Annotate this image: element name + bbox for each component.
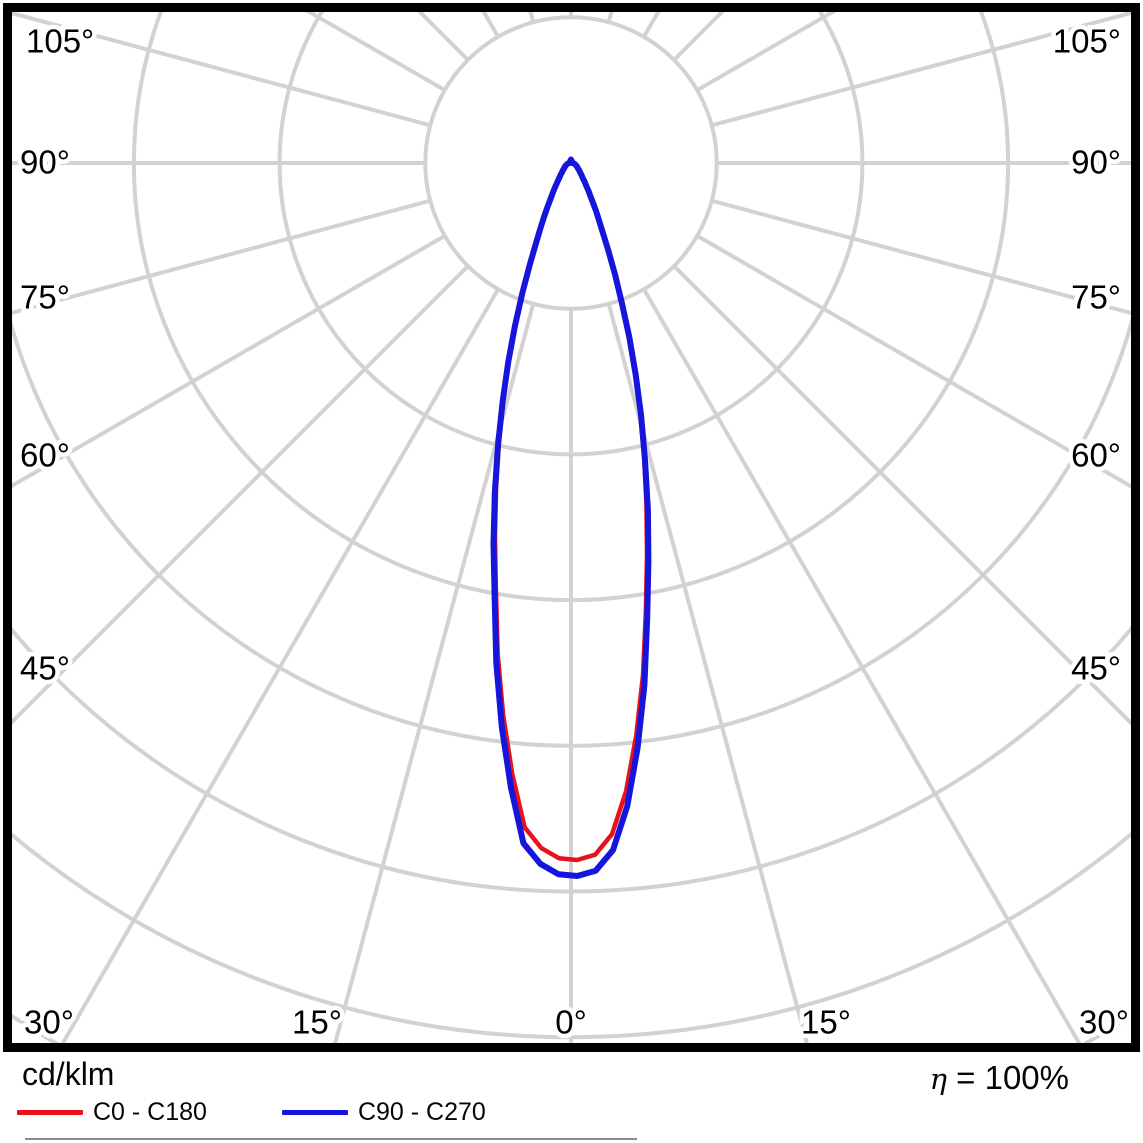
legend-label-c0-c180: C0 - C180 [93,1098,207,1126]
grid-spoke [711,198,1131,316]
angle-label-left: 45° [20,650,70,687]
grid-spoke [12,12,431,128]
legend-underline [25,1138,637,1140]
curve-c90-c270 [490,156,652,879]
angle-label-right: 60° [1071,437,1121,474]
grid-spoke [642,288,1082,1043]
c0-c180-line-swatch [17,1110,83,1115]
angle-label-right: 105° [1053,23,1121,60]
units-label: cd/klm [22,1056,115,1092]
angle-labels: 105° 90° 75° 60° 45° 105° 90° 75° 60° 45° 30° 15° 0°… [16,18,1134,1045]
angle-label-left: 105° [26,23,94,60]
grid-spoke [12,234,446,489]
angle-label-bottom: 30° [1079,1004,1129,1041]
angle-label-bottom: 30° [24,1004,74,1041]
grid-spoke [60,288,500,1043]
curves [490,156,652,879]
grid-spoke [333,303,536,1043]
grid-spoke [12,264,470,725]
legend-label-c90-c270: C90 - C270 [357,1098,486,1126]
eta-equals: = [956,1059,976,1096]
efficiency-readout: η = 100% [930,1060,1069,1097]
angle-label-bottom: 15° [801,1004,851,1041]
angle-label-left: 90° [20,144,70,181]
eta-value: 100% [984,1059,1069,1096]
angle-label-right: 45° [1071,650,1121,687]
eta-symbol: η [929,1062,947,1096]
angle-label-right: 75° [1071,279,1121,316]
angle-label-bottom: 15° [292,1004,342,1041]
angle-label-right: 90° [1071,144,1121,181]
plot-border [3,3,1140,1052]
c90-c270-line-swatch [281,1110,348,1115]
grid-spoke [606,303,809,1043]
grid-spoke [12,198,431,315]
angle-label-bottom: 0° [555,1004,587,1041]
legend-item-c0-c180: C0 - C180 [17,1098,207,1127]
angle-label-left: 60° [20,437,70,474]
grid-spoke [672,264,1131,726]
legend: C0 - C180 C90 - C270 [17,1098,486,1127]
grid-spoke [696,234,1131,489]
legend-item-c90-c270: C90 - C270 [281,1098,486,1127]
grid-spoke [711,12,1131,128]
angle-label-left: 75° [20,279,70,316]
